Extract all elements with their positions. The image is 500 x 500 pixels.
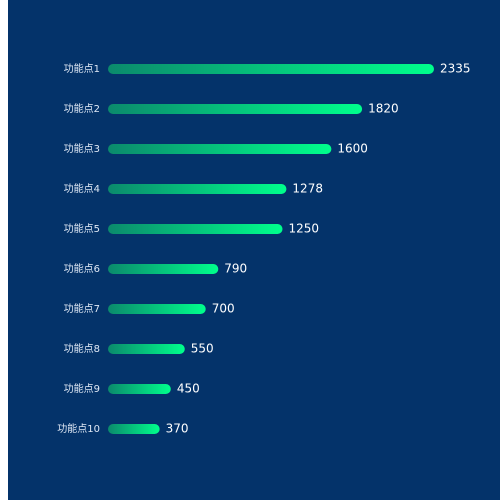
bar <box>108 264 219 274</box>
category-label: 功能点6 <box>64 262 100 275</box>
bar <box>108 184 287 194</box>
value-label: 1600 <box>337 142 368 156</box>
value-label: 1820 <box>368 102 399 116</box>
category-label: 功能点4 <box>64 182 100 195</box>
bar <box>108 384 171 394</box>
value-label: 550 <box>191 342 214 356</box>
category-label: 功能点8 <box>64 342 100 355</box>
bar <box>108 344 185 354</box>
bar <box>108 304 206 314</box>
category-label: 功能点1 <box>64 62 100 75</box>
category-label: 功能点2 <box>64 102 100 115</box>
value-label: 370 <box>166 422 189 436</box>
bar <box>108 144 332 154</box>
bar <box>108 424 160 434</box>
plot-background <box>8 0 500 500</box>
bar <box>108 64 434 74</box>
category-label: 功能点3 <box>64 142 100 155</box>
value-label: 450 <box>177 382 200 396</box>
value-label: 1278 <box>292 182 323 196</box>
bar <box>108 224 283 234</box>
category-label: 功能点10 <box>57 422 100 435</box>
value-label: 2335 <box>440 62 471 76</box>
value-label: 700 <box>212 302 235 316</box>
value-label: 790 <box>224 262 247 276</box>
category-label: 功能点9 <box>64 382 100 395</box>
category-label: 功能点5 <box>64 222 100 235</box>
category-label: 功能点7 <box>64 302 100 315</box>
bar <box>108 104 363 114</box>
value-label: 1250 <box>289 222 320 236</box>
